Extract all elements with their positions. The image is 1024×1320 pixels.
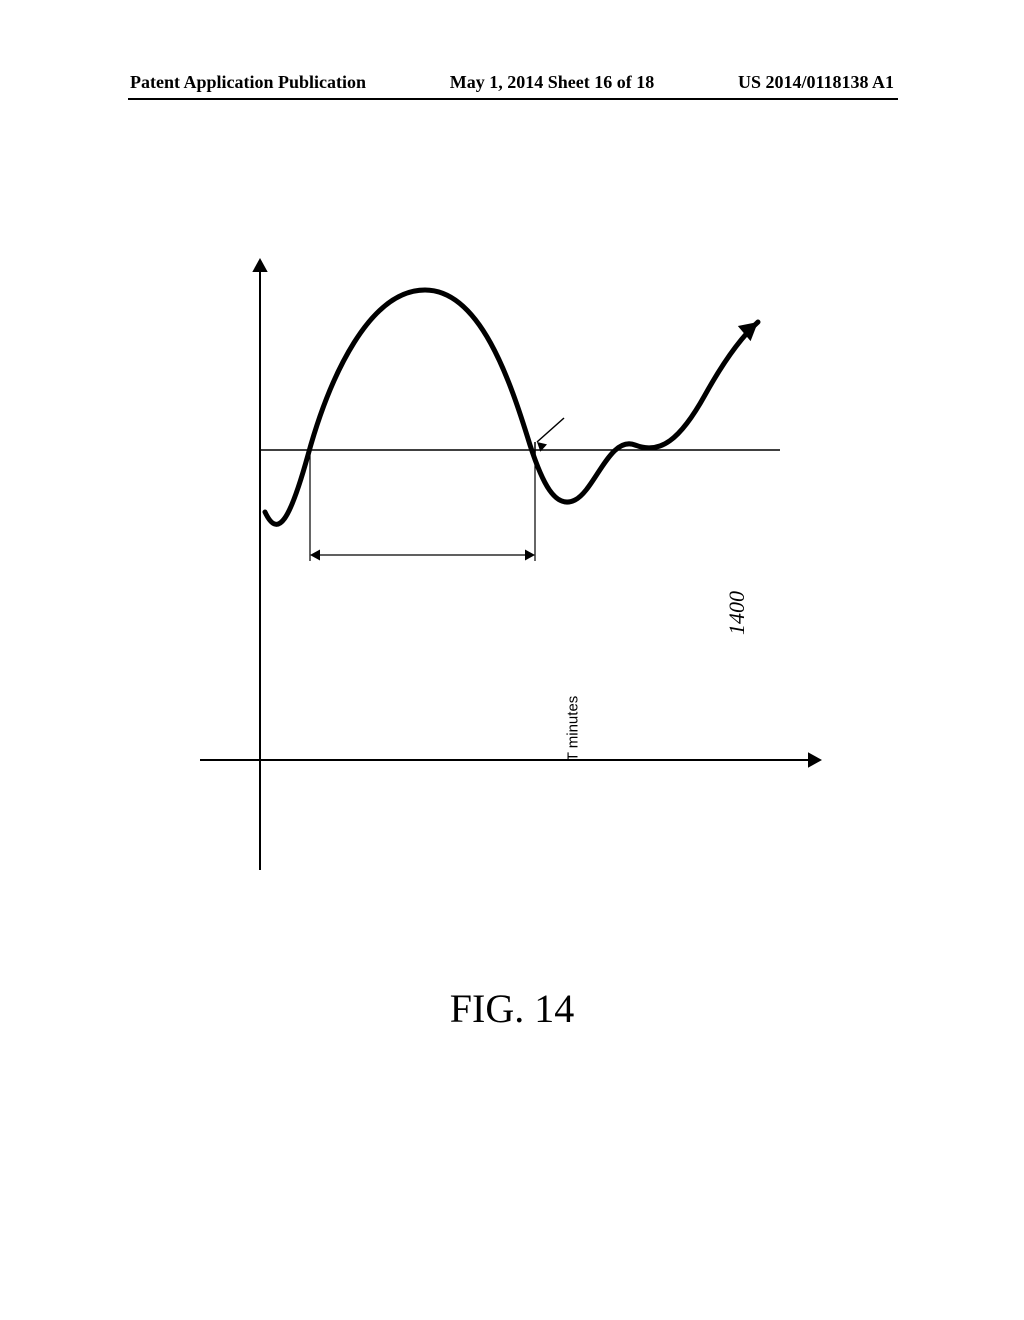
chart-svg bbox=[160, 220, 860, 920]
figure-label: FIG. 14 bbox=[0, 985, 1024, 1032]
page-header: Patent Application Publication May 1, 20… bbox=[0, 72, 1024, 93]
t-minutes-label: T minutes bbox=[564, 696, 581, 762]
reference-number-label: 1400 bbox=[724, 591, 750, 635]
header-underline bbox=[128, 98, 898, 100]
header-center: May 1, 2014 Sheet 16 of 18 bbox=[450, 72, 654, 93]
header-left: Patent Application Publication bbox=[130, 72, 366, 93]
header-right: US 2014/0118138 A1 bbox=[738, 72, 894, 93]
chart-container: T minutes 1400 bbox=[160, 220, 860, 920]
